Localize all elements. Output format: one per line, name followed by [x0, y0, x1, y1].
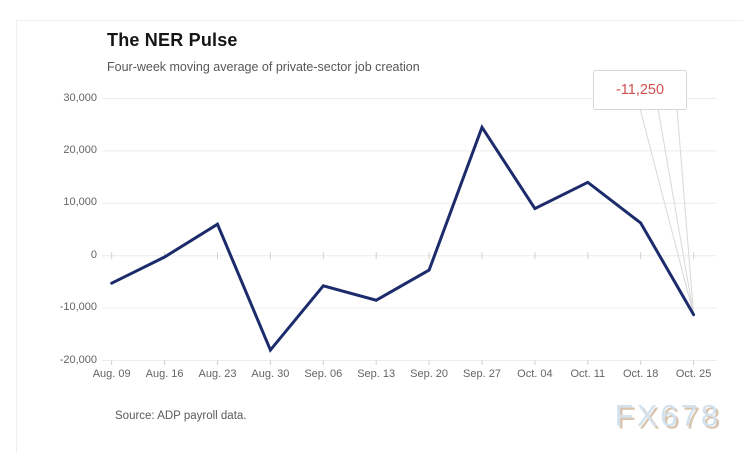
x-tick-label: Sep. 13: [357, 368, 396, 380]
y-tick-label: -20,000: [59, 353, 97, 366]
y-tick-label: 30,000: [63, 91, 97, 104]
x-tick-label: Oct. 18: [622, 368, 659, 380]
x-tick-label: Sep. 27: [463, 368, 501, 380]
x-tick-label: Aug. 23: [198, 368, 237, 380]
x-tick-label: Aug. 30: [251, 368, 290, 380]
x-tick-label: Oct. 25: [675, 368, 712, 380]
source-note: Source: ADP payroll data.: [115, 410, 247, 422]
x-tick-label: Aug. 09: [92, 368, 131, 380]
data-line: [110, 124, 696, 353]
chart-title: The NER Pulse: [107, 30, 238, 50]
last-value-callout: -11,250: [593, 70, 687, 110]
x-tick-label: Oct. 11: [570, 368, 606, 380]
y-tick-label: 0: [90, 248, 97, 261]
x-tick-label: Oct. 04: [517, 368, 553, 380]
callout-pointer: [639, 108, 695, 315]
watermark-fx678: FX678: [614, 398, 721, 433]
x-tick-label: Sep. 20: [410, 368, 449, 380]
callout-pointer: [657, 108, 695, 315]
x-tick-label: Sep. 06: [304, 368, 343, 380]
y-tick-label: -10,000: [59, 301, 97, 314]
last-value-label: -11,250: [615, 82, 665, 98]
chart-subtitle: Four-week moving average of private-sect…: [107, 60, 420, 74]
y-tick-label: 10,000: [63, 196, 97, 209]
callout-pointer: [676, 108, 695, 315]
y-tick-label: 20,000: [63, 143, 97, 156]
x-tick-label: Aug. 16: [145, 368, 184, 380]
